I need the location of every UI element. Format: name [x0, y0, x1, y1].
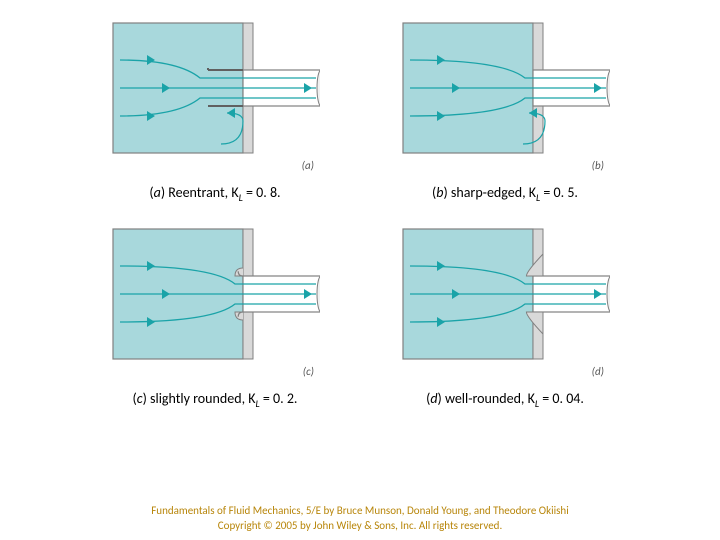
panel-d-small-label: (d) [592, 365, 604, 378]
panel-b-small-label: (b) [592, 159, 604, 172]
panel-a: (a) [110, 20, 320, 170]
panel-d: (d) [400, 226, 610, 376]
footer-line2: Copyright © 2005 by John Wiley & Sons, I… [0, 519, 720, 534]
caption-b: (b) sharp-edged, KL = 0. 5. [432, 178, 578, 218]
caption-d: (d) well-rounded, KL = 0. 04. [426, 384, 584, 424]
figure-grid: (a) (b) (a) Reentrant, KL = 0. 8. (b) sh… [0, 0, 720, 424]
panel-b: (b) [400, 20, 610, 170]
diagram-c [110, 226, 320, 376]
caption-c: (c) slightly rounded, KL = 0. 2. [133, 384, 298, 424]
copyright-footer: Fundamentals of Fluid Mechanics, 5/E by … [0, 498, 720, 540]
panel-c: (c) [110, 226, 320, 376]
panel-a-small-label: (a) [302, 159, 314, 172]
diagram-a [110, 20, 320, 170]
diagram-b [400, 20, 610, 170]
panel-c-small-label: (c) [303, 365, 314, 378]
diagram-d [400, 226, 610, 376]
caption-a: (a) Reentrant, KL = 0. 8. [149, 178, 280, 218]
footer-line1: Fundamentals of Fluid Mechanics, 5/E by … [0, 504, 720, 519]
